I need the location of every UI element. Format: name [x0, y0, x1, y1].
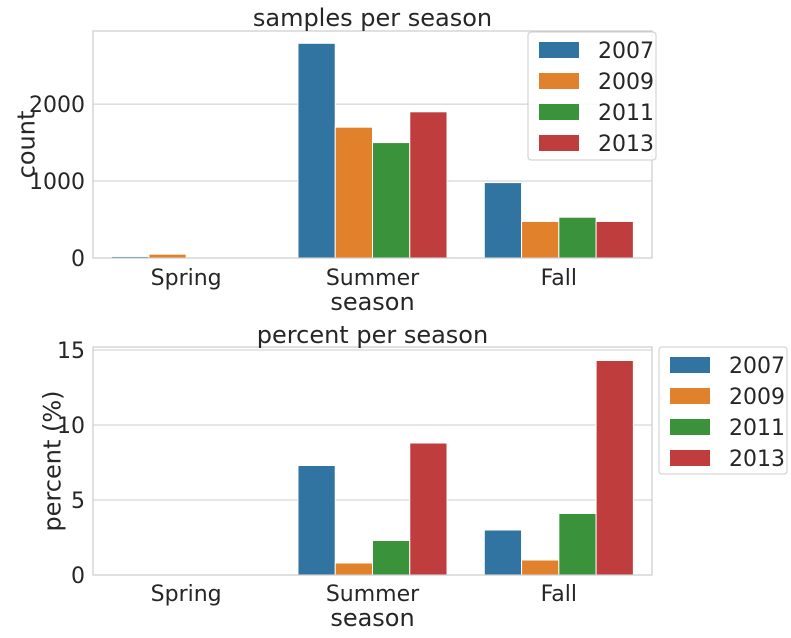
bar-fall-2013	[595, 360, 634, 576]
bar-summer-2013	[409, 442, 448, 576]
bar-fall-2007	[483, 182, 523, 259]
x-tick-label: Summer	[326, 582, 420, 607]
legend-label: 2007	[598, 39, 654, 64]
bar-fall-2011	[558, 513, 597, 576]
x-tick-label: Spring	[151, 266, 222, 291]
chart-1: 0 1000 2000 Spring Summer Fall season count samp…	[12, 4, 657, 316]
y-tick-label: 15	[57, 339, 85, 364]
y-tick-label: 2000	[29, 93, 85, 118]
y-tick-label: 0	[71, 564, 85, 589]
legend-label: 2011	[729, 416, 785, 441]
x-tick-label: Fall	[541, 582, 577, 607]
legend-swatch-2007	[539, 42, 579, 58]
bar-fall-2009	[521, 559, 560, 576]
legend-swatch-2009	[670, 388, 710, 404]
bar-summer-2011	[372, 142, 411, 259]
legend-label: 2013	[598, 132, 654, 157]
legend: 2007 2009 2011 2013	[527, 31, 657, 161]
legend-label: 2013	[729, 447, 785, 472]
legend-frame	[658, 346, 788, 475]
legend-label: 2007	[729, 354, 785, 379]
legend-swatch-2011	[670, 419, 710, 435]
x-axis-label: season	[330, 604, 414, 632]
legend-swatch-2013	[539, 135, 579, 151]
chart-title: samples per season	[253, 4, 492, 32]
bar-summer-2011	[372, 540, 411, 576]
legend: 2007 2009 2011 2013	[658, 346, 788, 475]
chart-2: 0 5 10 15 Spring Summer Fall season percent (%) p…	[38, 321, 788, 632]
bar-summer-2009	[334, 126, 374, 259]
y-axis-label: percent (%)	[38, 390, 66, 531]
legend-frame	[527, 31, 657, 161]
legend-swatch-2009	[539, 73, 579, 89]
legend-swatch-2011	[539, 104, 579, 120]
y-tick-label: 5	[71, 489, 85, 514]
x-axis-label: season	[330, 288, 414, 316]
legend-swatch-2007	[670, 357, 710, 373]
x-tick-label: Summer	[326, 266, 420, 291]
chart-title: percent per season	[257, 321, 488, 349]
x-tick-label: Fall	[541, 266, 577, 291]
bar-summer-2009	[334, 562, 374, 576]
bar-fall-2011	[558, 216, 597, 259]
bar-summer-2007	[297, 465, 336, 576]
bar-summer-2007	[297, 42, 336, 259]
x-tick-label: Spring	[151, 582, 222, 607]
bar-fall-2013	[595, 220, 634, 259]
y-tick-label: 1000	[29, 170, 85, 195]
y-tick-label: 0	[71, 247, 85, 272]
legend-label: 2009	[598, 70, 654, 95]
bar-summer-2013	[409, 111, 448, 259]
legend-label: 2009	[729, 385, 785, 410]
legend-label: 2011	[598, 101, 654, 126]
y-axis-label: count	[12, 111, 40, 179]
bar-fall-2007	[483, 529, 523, 576]
legend-swatch-2013	[670, 450, 710, 466]
y-tick-label: 10	[57, 414, 85, 439]
bar-fall-2009	[521, 220, 560, 259]
plot-frame	[92, 346, 653, 576]
